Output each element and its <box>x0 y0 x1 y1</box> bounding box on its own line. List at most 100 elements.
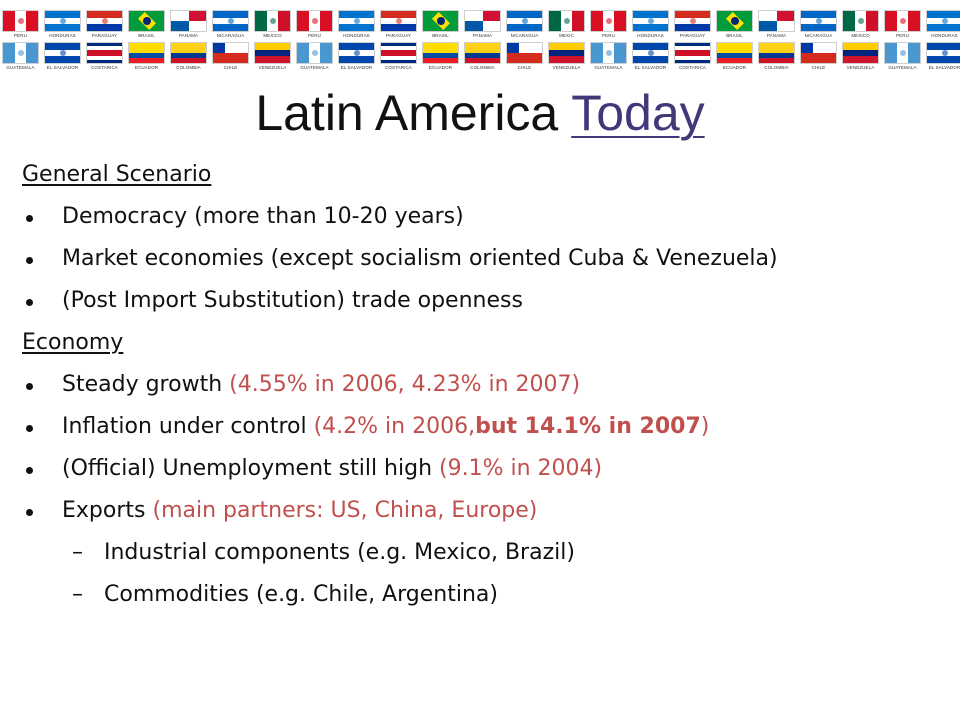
bullet-inflation: Inflation under control (4.2% in 2006,bu… <box>22 407 942 449</box>
flag-venezuela: VENEZUELA <box>842 42 879 74</box>
flag-peru: PERU <box>590 10 627 42</box>
flag-label: PARAGUAY <box>679 33 706 38</box>
flag-icon <box>506 10 543 32</box>
flag-nicaragua: NICARAGUA <box>800 10 837 42</box>
flag-label: COSTARICA <box>679 65 706 70</box>
inflation-detail-bold: but 14.1% in 2007 <box>475 414 701 439</box>
flag-label: HONDURAS <box>343 33 370 38</box>
dash-icon: – <box>72 540 83 565</box>
flag-icon <box>800 42 837 64</box>
sub-item-text: Industrial components (e.g. Mexico, Braz… <box>104 540 575 565</box>
flag-icon <box>758 10 795 32</box>
flag-guatemala: GUATEMALA <box>2 42 39 74</box>
flag-chile: CHILE <box>800 42 837 74</box>
flag-icon <box>422 10 459 32</box>
flag-icon <box>380 42 417 64</box>
flag-guatemala: GUATEMALA <box>590 42 627 74</box>
flag-label: GUATEMALA <box>300 65 329 70</box>
flag-icon <box>296 42 333 64</box>
bullet-steady-growth: Steady growth (4.55% in 2006, 4.23% in 2… <box>22 365 942 407</box>
flag-label: NICARAGUA <box>804 33 833 38</box>
flag-ecuador: ECUADOR <box>716 42 753 74</box>
flag-label: BRASIL <box>432 33 449 38</box>
flag-costarica: COSTARICA <box>674 42 711 74</box>
flag-banner-top: PERU HONDURAS PARAGUAY BRASIL PANAMA NICARAGU… <box>0 10 960 42</box>
general-scenario-heading: General Scenario <box>22 162 212 187</box>
flag-label: HONDURAS <box>637 33 664 38</box>
flag-icon <box>758 42 795 64</box>
flag-el-salvador: EL SALVADOR <box>632 42 669 74</box>
flag-label: CHILE <box>517 65 532 70</box>
bullet-dot-icon <box>26 215 33 222</box>
bullet-trade-openness: (Post Import Substitution) trade opennes… <box>22 281 942 323</box>
bullet-text: Market economies (except socialism orien… <box>62 246 778 271</box>
inflation-detail-b: ) <box>700 414 710 439</box>
flag-panama: PANAMA <box>170 10 207 42</box>
flag-icon <box>548 42 585 64</box>
flag-icon <box>464 10 501 32</box>
flag-panama: PANAMA <box>758 10 795 42</box>
flag-label: COSTARICA <box>385 65 412 70</box>
flag-label: PERU <box>14 33 27 38</box>
flag-label: MEXICO <box>851 33 870 38</box>
flag-icon <box>296 10 333 32</box>
flag-guatemala: GUATEMALA <box>884 42 921 74</box>
flag-label: MEXICO <box>263 33 282 38</box>
flag-label: COLOMBIA <box>764 65 789 70</box>
flag-honduras: HONDURAS <box>44 10 81 42</box>
flag-icon <box>212 42 249 64</box>
flag-label: VENEZUELA <box>258 65 287 70</box>
flag-chile: CHILE <box>506 42 543 74</box>
flag-peru: PERU <box>296 10 333 42</box>
flag-label: EL SALVADOR <box>46 65 79 70</box>
title-text: Latin America <box>255 85 572 141</box>
title-today-link[interactable]: Today <box>571 85 705 141</box>
flag-label: CHILE <box>811 65 826 70</box>
flag-costarica: COSTARICA <box>380 42 417 74</box>
flag-icon <box>128 10 165 32</box>
flag-icon <box>842 10 879 32</box>
flag-label: BRASIL <box>138 33 155 38</box>
flag-icon <box>716 10 753 32</box>
flag-label: VENEZUELA <box>846 65 875 70</box>
flag-icon <box>590 42 627 64</box>
flag-nicaragua: NICARAGUA <box>506 10 543 42</box>
slide-title: Latin America Today <box>0 80 960 146</box>
flag-icon <box>884 42 921 64</box>
flag-icon <box>44 42 81 64</box>
bullet-dot-icon <box>26 425 33 432</box>
flag-colombia: COLOMBIA <box>170 42 207 74</box>
bullet-text: Democracy (more than 10-20 years) <box>62 204 464 229</box>
flag-label: VENEZUELA <box>552 65 581 70</box>
flag-el-salvador: EL SALVADOR <box>926 42 960 74</box>
unemployment-label: (Official) Unemployment still high <box>62 456 440 481</box>
flag-honduras: HONDURAS <box>632 10 669 42</box>
bullet-democracy: Democracy (more than 10-20 years) <box>22 197 942 239</box>
flag-chile: CHILE <box>212 42 249 74</box>
flag-icon <box>926 10 960 32</box>
flag-label: PARAGUAY <box>91 33 118 38</box>
bullet-dot-icon <box>26 509 33 516</box>
exports-detail: (main partners: US, China, Europe) <box>152 498 538 523</box>
flag-icon <box>128 42 165 64</box>
flag-icon <box>338 10 375 32</box>
flag-icon <box>674 42 711 64</box>
flag-label: CHILE <box>223 65 238 70</box>
flag-label: BRASIL <box>726 33 743 38</box>
flag-icon <box>506 42 543 64</box>
flag-label: MEXIC <box>559 33 574 38</box>
flag-icon <box>422 42 459 64</box>
growth-label: Steady growth <box>62 372 230 397</box>
flag-el-salvador: EL SALVADOR <box>338 42 375 74</box>
exports-label: Exports <box>62 498 153 523</box>
flag-el-salvador: EL SALVADOR <box>44 42 81 74</box>
flag-icon <box>380 10 417 32</box>
flag-label: PANAMA <box>766 33 787 38</box>
flag-label: EL SALVADOR <box>634 65 667 70</box>
flag-label: PERU <box>602 33 615 38</box>
unemployment-detail: (9.1% in 2004) <box>439 456 603 481</box>
flag-label: EL SALVADOR <box>928 65 960 70</box>
flag-label: PERU <box>308 33 321 38</box>
flag-label: PARAGUAY <box>385 33 412 38</box>
flag-label: PANAMA <box>178 33 199 38</box>
